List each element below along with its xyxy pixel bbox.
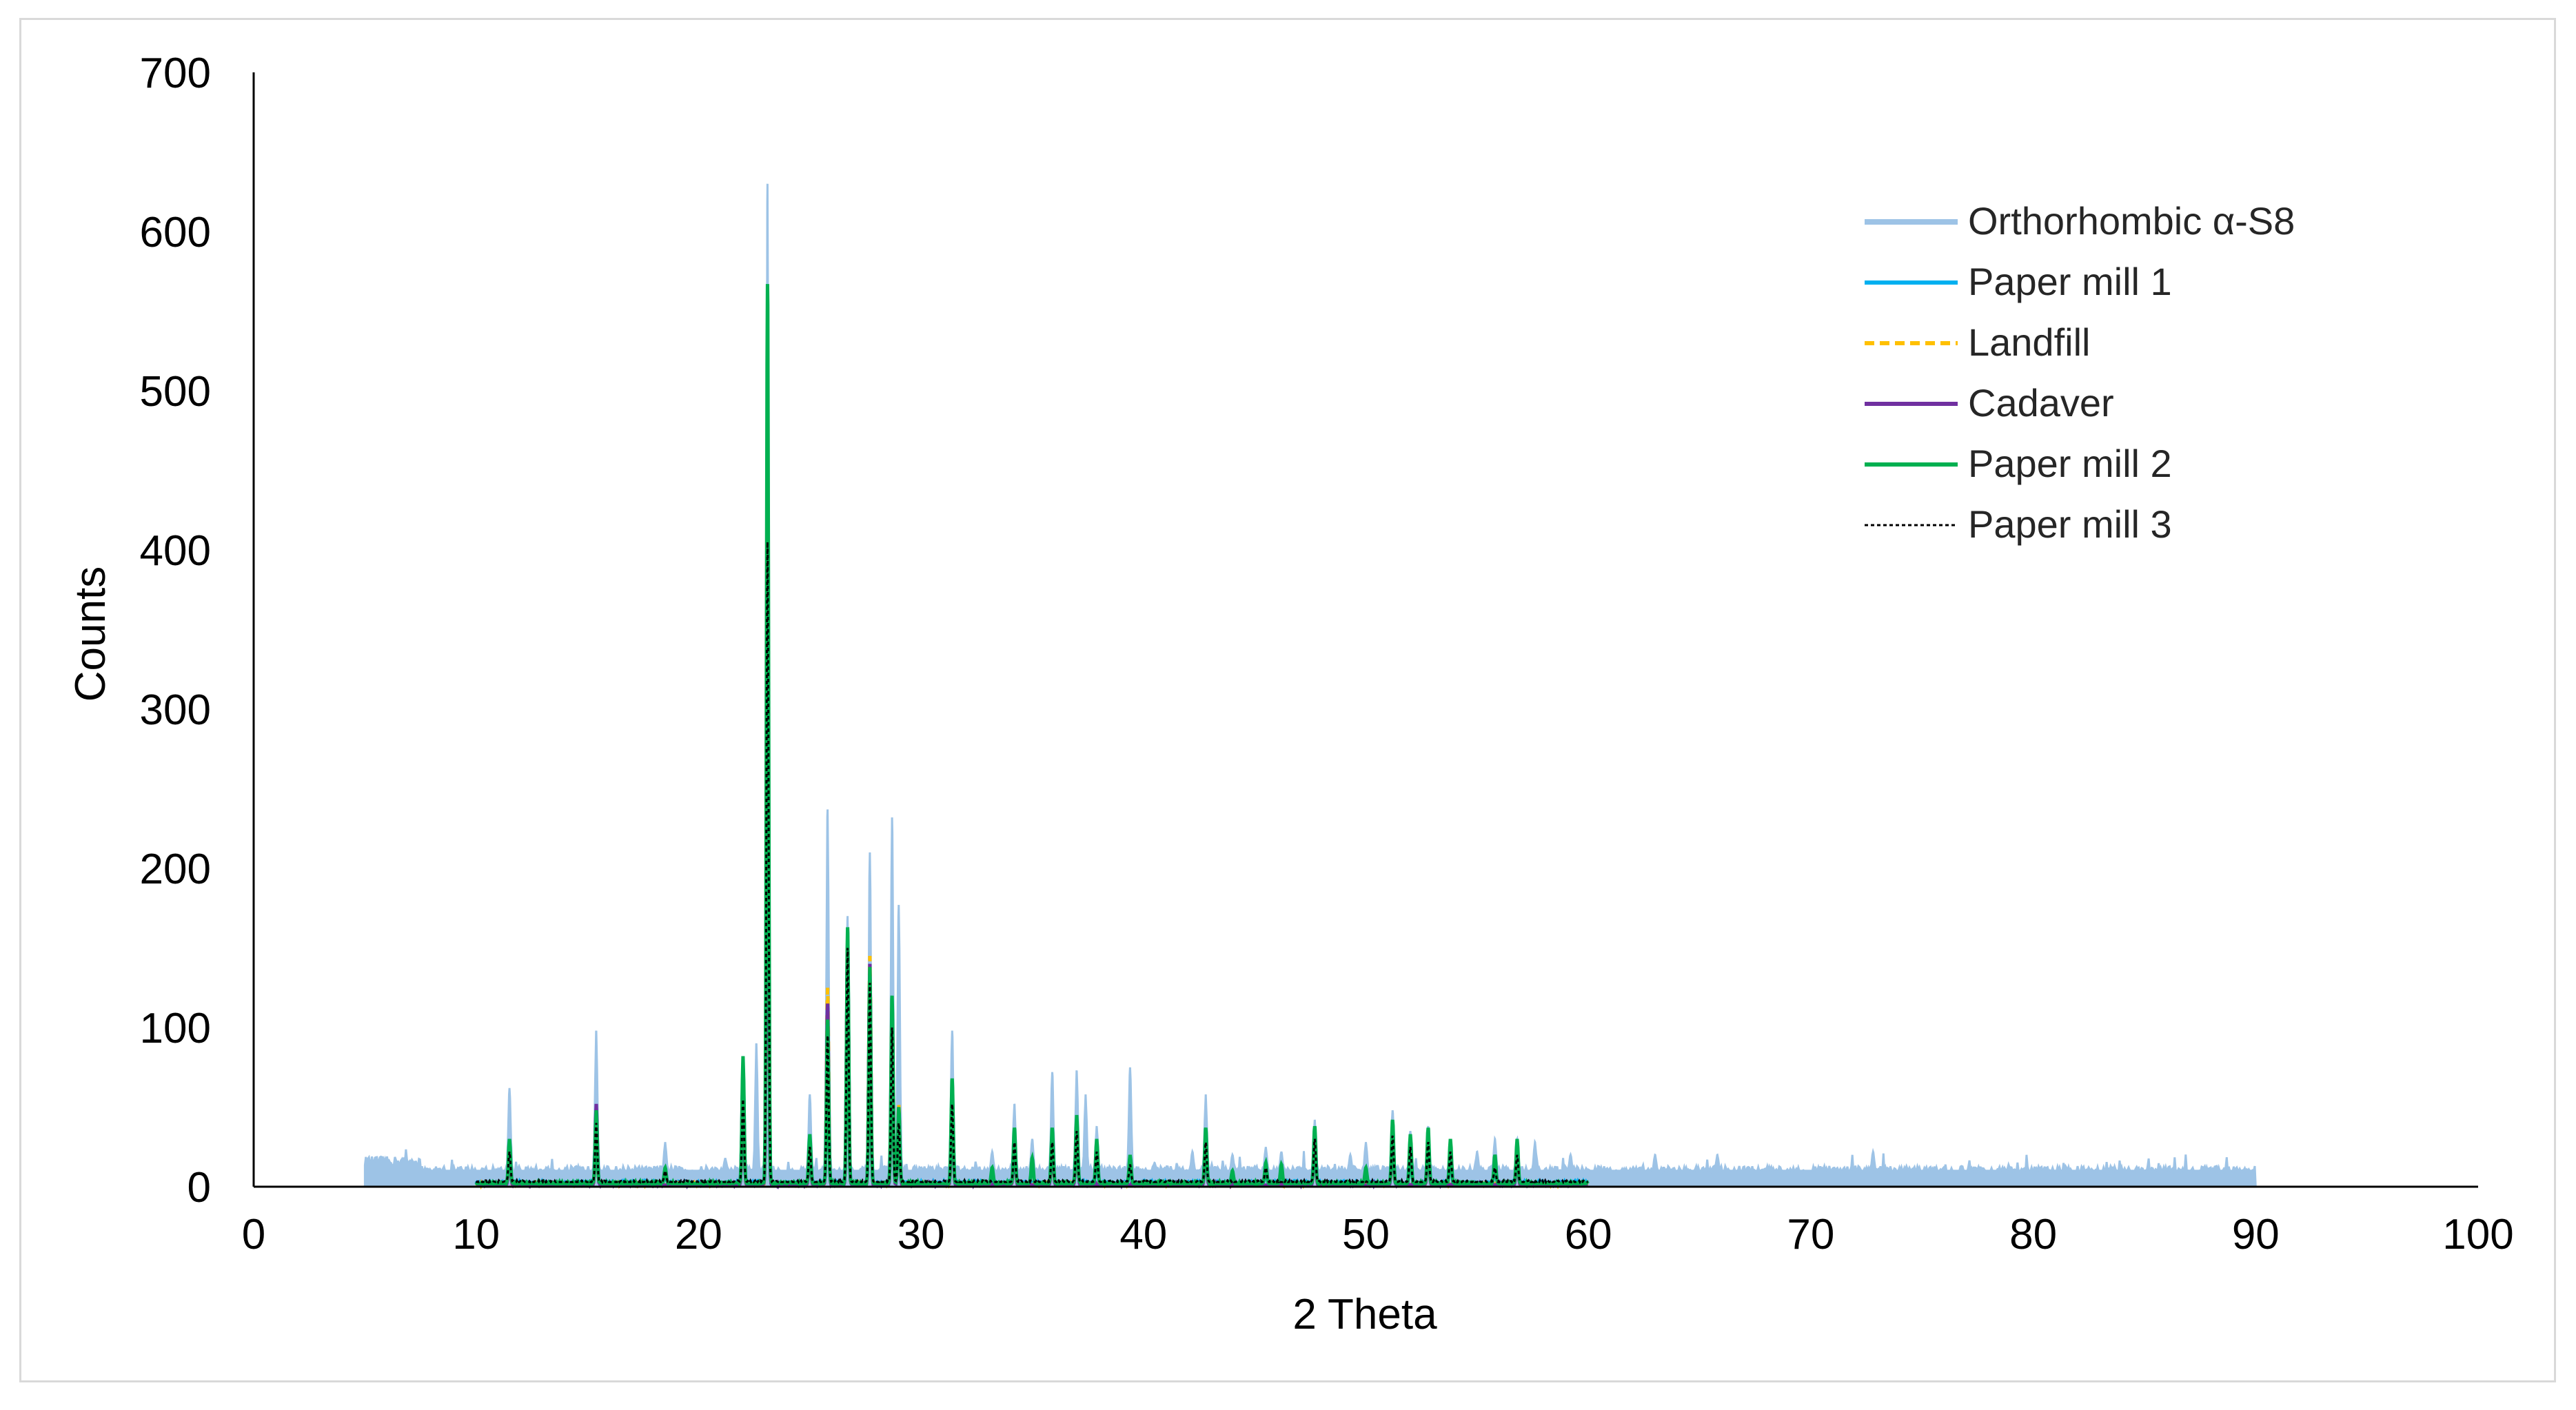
- x-tick-label: 50: [1342, 1211, 1390, 1258]
- legend: Orthorhombic α-S8 Paper mill 1 Landfill Cad…: [1865, 199, 2295, 546]
- y-tick-label: 300: [140, 686, 211, 734]
- y-tick-label: 200: [140, 846, 211, 893]
- legend-label-orthorhombic-s8: Orthorhombic α-S8: [1968, 199, 2295, 243]
- x-tick-label: 20: [675, 1211, 722, 1258]
- y-tick-label: 600: [140, 209, 211, 256]
- y-tick-label: 500: [140, 368, 211, 416]
- y-tick-label: 0: [187, 1164, 211, 1212]
- x-tick-label: 90: [2232, 1211, 2280, 1258]
- legend-label-landfill: Landfill: [1968, 320, 2090, 364]
- y-tick-label: 100: [140, 1005, 211, 1052]
- x-tick-label: 40: [1119, 1211, 1167, 1258]
- series-landfill: [475, 582, 1589, 1189]
- x-tick-label: 30: [897, 1211, 945, 1258]
- chart-frame: [19, 18, 2556, 1382]
- x-tick-label: 10: [452, 1211, 500, 1258]
- y-tick-label: 400: [140, 527, 211, 575]
- series-orthorhombic-s8: [363, 183, 2257, 1188]
- legend-label-paper-mill-3: Paper mill 3: [1968, 502, 2172, 546]
- y-tick-label: 700: [140, 50, 211, 97]
- x-tick-label: 60: [1565, 1211, 1612, 1258]
- x-tick-label: 80: [2009, 1211, 2057, 1258]
- x-tick-label: 100: [2442, 1211, 2513, 1258]
- series-paper-mill-3: [475, 542, 1588, 1185]
- x-axis-title: 2 Theta: [1292, 1291, 1437, 1338]
- y-axis-title: Counts: [67, 566, 114, 702]
- series-cadaver: [475, 566, 1588, 1190]
- legend-label-paper-mill-2: Paper mill 2: [1968, 442, 2172, 485]
- series-paper-mill-2: [474, 284, 1590, 1188]
- axes-layer: 0 100 200 300 400 500 600 700 0 10 20 30 40 50 60 70 80 9…: [140, 50, 2514, 1258]
- x-tick-label: 70: [1787, 1211, 1834, 1258]
- series-layer: [363, 183, 2257, 1190]
- x-tick-label: 0: [242, 1211, 265, 1258]
- legend-label-paper-mill-1: Paper mill 1: [1968, 260, 2172, 303]
- series-paper-mill-1: [474, 549, 1588, 1188]
- legend-label-cadaver: Cadaver: [1968, 381, 2114, 425]
